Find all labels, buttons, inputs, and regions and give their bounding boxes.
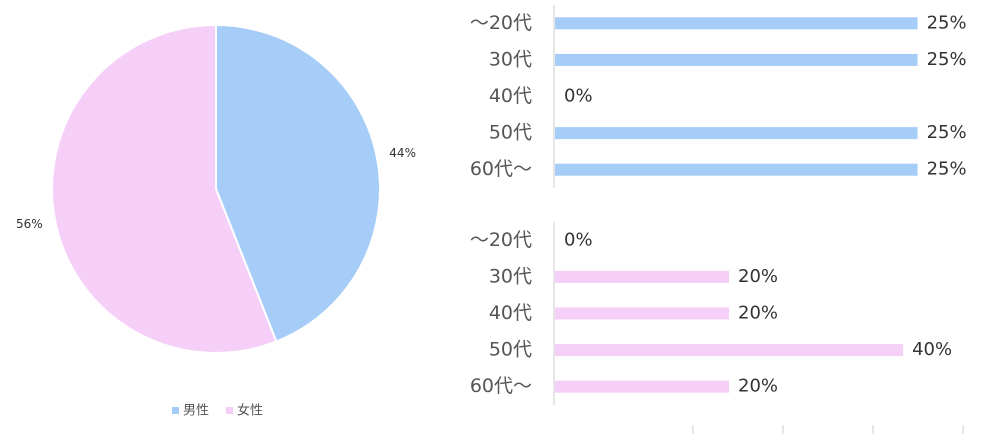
data-label: 25% xyxy=(927,159,967,180)
bar xyxy=(555,127,918,140)
legend-label: 男性 xyxy=(183,404,209,419)
data-label: 25% xyxy=(927,49,967,70)
bar xyxy=(555,307,730,320)
data-label: 40% xyxy=(912,339,952,360)
data-label: 0% xyxy=(564,86,593,107)
data-label: 56% xyxy=(16,217,43,231)
legend-swatch xyxy=(172,407,179,414)
bar xyxy=(555,344,904,357)
bar xyxy=(555,380,730,393)
y-tick-label: ～20代 xyxy=(470,229,532,251)
y-tick-label: 40代 xyxy=(489,302,532,324)
y-tick-label: 30代 xyxy=(489,265,532,287)
legend-swatch xyxy=(226,407,233,414)
y-tick-label: 60代～ xyxy=(470,375,532,397)
bar xyxy=(555,270,730,283)
bar xyxy=(555,163,918,176)
data-label: 25% xyxy=(927,12,967,33)
y-tick-label: ～20代 xyxy=(470,12,532,34)
data-label: 44% xyxy=(389,146,416,160)
y-tick-label: 30代 xyxy=(489,48,532,70)
data-label: 20% xyxy=(738,303,778,324)
y-tick-label: 40代 xyxy=(489,85,532,107)
data-label: 25% xyxy=(927,122,967,143)
data-label: 20% xyxy=(738,376,778,397)
data-label: 0% xyxy=(564,229,593,250)
bar xyxy=(555,53,918,66)
bar xyxy=(555,17,918,30)
pie-slice xyxy=(51,23,278,354)
data-label: 20% xyxy=(738,266,778,287)
y-tick-label: 50代 xyxy=(489,122,532,144)
y-tick-label: 60代～ xyxy=(470,158,532,180)
legend-label: 女性 xyxy=(237,403,263,419)
pie-slice xyxy=(215,23,381,343)
y-tick-label: 50代 xyxy=(489,339,532,361)
axis-ticks xyxy=(692,425,964,434)
